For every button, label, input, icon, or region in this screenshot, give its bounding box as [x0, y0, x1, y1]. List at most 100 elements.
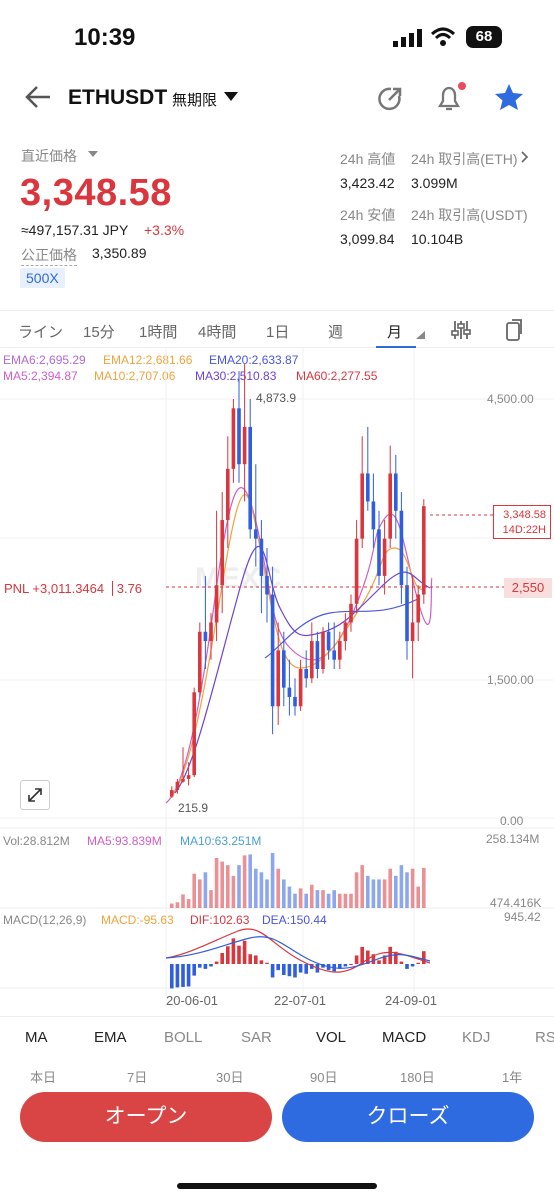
volume-bar	[265, 879, 269, 908]
macd-histogram	[170, 938, 426, 989]
fair-price-label[interactable]: 公正価格	[21, 245, 77, 266]
macd-bar	[416, 962, 420, 964]
candles	[170, 364, 426, 798]
indicator-settings-icon[interactable]	[450, 319, 472, 341]
volume-bar	[332, 890, 336, 908]
indicator-sar[interactable]: SAR	[241, 1029, 272, 1046]
close-button[interactable]: クローズ	[282, 1092, 534, 1142]
range-today[interactable]: 本日	[30, 1070, 57, 1085]
indicator-rsi[interactable]: RS	[535, 1029, 554, 1046]
indicator-ema[interactable]: EMA	[94, 1029, 127, 1046]
macd-bar	[186, 964, 191, 987]
range-7d[interactable]: 7日	[127, 1070, 148, 1085]
ma5-legend: MA5:2,394.87	[3, 369, 78, 383]
macd-bar	[220, 953, 224, 964]
macd-bar	[422, 951, 426, 964]
change-percent: +3.3%	[144, 222, 185, 238]
y-tick-4500: 4,500.00	[487, 392, 534, 406]
price-chart[interactable]: MEXC 4,873.9 215.9 4,500.00 1,500.00 0.0…	[0, 348, 554, 1016]
landscape-toggle-icon[interactable]	[504, 318, 524, 342]
macd-bar	[287, 964, 292, 977]
volume-bar	[214, 858, 219, 908]
dif-line	[165, 928, 431, 973]
chevron-right-icon[interactable]	[521, 151, 529, 163]
volume-bar	[416, 886, 420, 908]
tab-1h[interactable]: 1時間	[139, 324, 178, 341]
candle-body	[326, 631, 331, 651]
candle-body	[254, 529, 258, 539]
tab-1d[interactable]: 1日	[266, 324, 290, 341]
tab-line[interactable]: ライン	[18, 324, 64, 341]
contract-type[interactable]: 無期限	[172, 92, 218, 109]
fullscreen-button[interactable]	[20, 780, 50, 810]
macd-bar	[293, 964, 297, 978]
indicator-macd[interactable]: MACD	[382, 1029, 427, 1046]
tab-week[interactable]: 週	[328, 324, 344, 341]
volume-bar	[310, 884, 314, 908]
battery-indicator: 68	[466, 26, 502, 48]
macd-bar	[242, 940, 247, 964]
pair-title[interactable]: ETHUSDT	[68, 86, 168, 109]
tab-15m[interactable]: 15分	[83, 324, 115, 341]
share-icon[interactable]	[376, 85, 404, 113]
jpy-value: ≈497,157.31 JPY	[21, 222, 129, 238]
indicator-ma[interactable]: MA	[25, 1029, 48, 1046]
entry-price-tag: 2,550	[504, 578, 552, 598]
macd-bar	[360, 946, 364, 964]
macd-bar	[410, 964, 415, 967]
vol-usdt-label: 24h 取引高(USDT)	[411, 207, 528, 223]
candle-body	[203, 631, 208, 642]
macd-bar	[170, 964, 174, 989]
range-30d[interactable]: 30日	[216, 1070, 244, 1085]
volume-bar	[198, 879, 202, 908]
range-180d[interactable]: 180日	[400, 1070, 435, 1085]
dropdown-caret-icon[interactable]	[224, 92, 238, 102]
indicator-tabs: MA EMA BOLL SAR VOL MACD KDJ RS	[0, 1016, 554, 1056]
macd-bar	[175, 964, 180, 988]
volume-bar	[405, 872, 409, 908]
favorite-star-icon[interactable]	[494, 83, 524, 111]
candle-countdown: 14D:22H	[502, 524, 546, 536]
indicator-kdj[interactable]: KDJ	[462, 1029, 491, 1046]
macd-bar	[265, 962, 269, 964]
vol-eth-label[interactable]: 24h 取引高(ETH)	[411, 151, 518, 167]
last-price-label[interactable]: 直近価格	[21, 148, 77, 164]
candle-body	[377, 529, 381, 576]
indicator-vol[interactable]: VOL	[316, 1029, 347, 1046]
macd-bar	[377, 960, 381, 964]
candle-body	[198, 631, 202, 693]
ema20-legend: EMA20:2,633.87	[209, 353, 299, 367]
candle-body	[175, 781, 180, 791]
expand-icon	[28, 788, 42, 802]
macd-bar	[270, 964, 275, 978]
macd-bar	[399, 961, 404, 964]
macd-value: MACD:-95.63	[101, 913, 174, 927]
range-1y[interactable]: 1年	[502, 1070, 523, 1085]
candle-body	[310, 641, 314, 679]
macd-bar	[366, 950, 370, 964]
high-label: 24h 高値	[340, 151, 396, 167]
volume-bar	[410, 868, 415, 908]
tab-4h[interactable]: 4時間	[198, 324, 237, 341]
notification-bell-icon[interactable]	[434, 82, 468, 114]
current-price-tag: 3,348.58 14D:22H	[493, 505, 551, 539]
tab-month[interactable]: 月	[387, 324, 403, 341]
volume-bar	[276, 868, 280, 908]
low-value: 3,099.84	[340, 231, 395, 247]
open-button[interactable]: オープン	[20, 1092, 272, 1142]
back-arrow-icon[interactable]	[24, 84, 52, 110]
candle-body	[270, 594, 275, 707]
pnl-info[interactable]: PNL +3,011.3464 3.76	[0, 579, 143, 599]
range-90d[interactable]: 90日	[310, 1070, 338, 1085]
dea-value: DEA:150.44	[262, 913, 327, 927]
indicator-boll[interactable]: BOLL	[164, 1029, 203, 1046]
candle-body	[287, 687, 292, 697]
low-label: 24h 安値	[340, 207, 396, 223]
macd-bar	[214, 961, 219, 964]
volume-bar	[170, 903, 174, 908]
caret-down-icon[interactable]	[88, 151, 98, 158]
candle-body	[276, 650, 280, 707]
dif-value: DIF:102.63	[190, 913, 250, 927]
candle-body	[186, 775, 191, 779]
candle-body	[354, 538, 359, 604]
